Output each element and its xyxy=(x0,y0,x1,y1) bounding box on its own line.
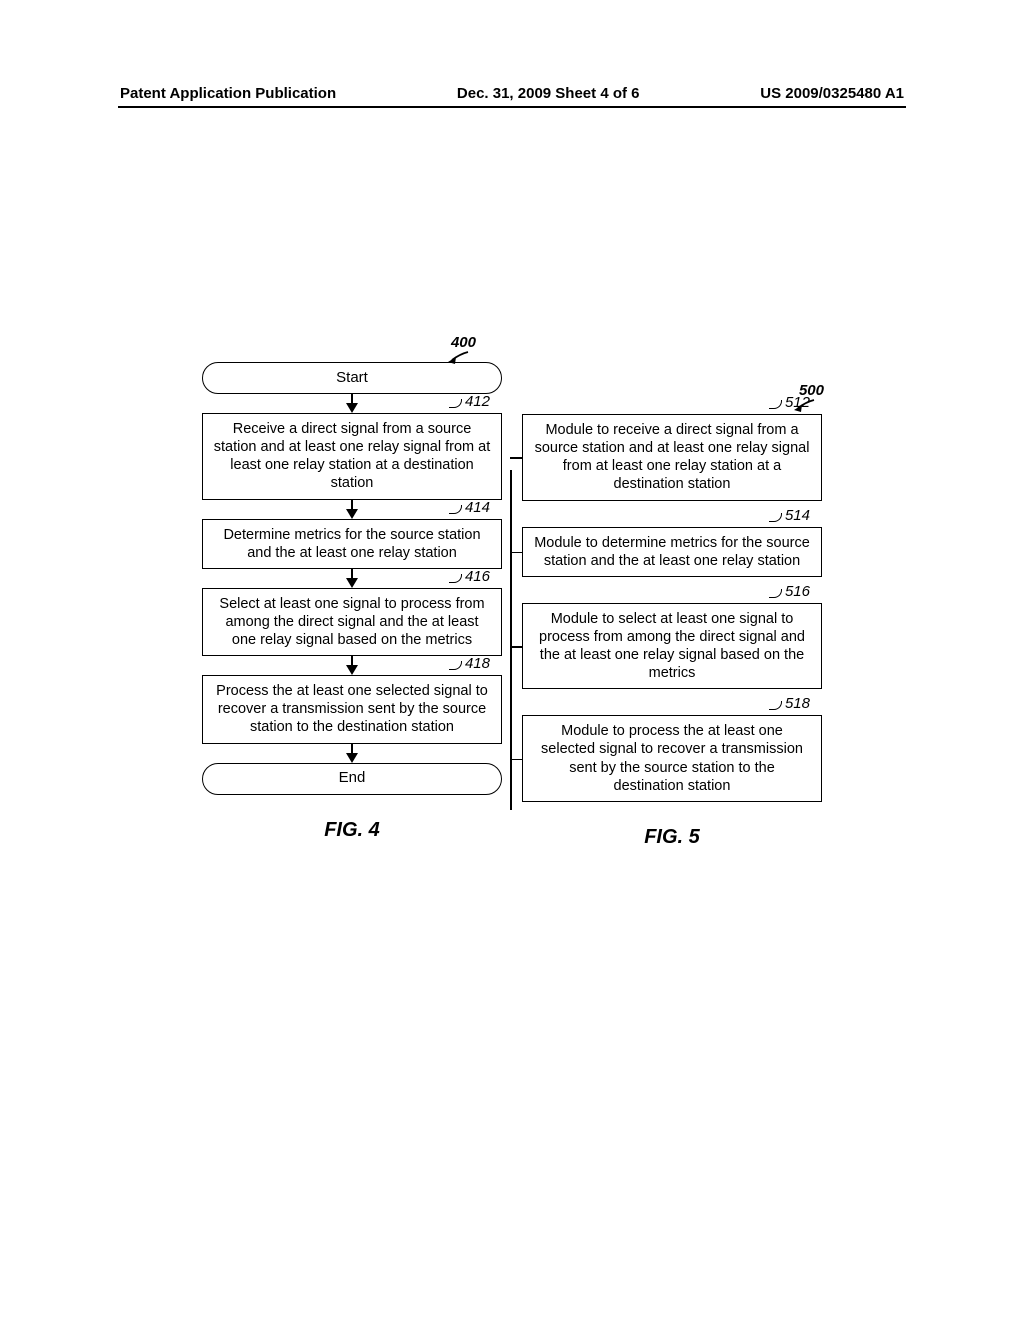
fig4-flowchart: 400 Start 412 Receive a direct signal fr… xyxy=(202,350,502,849)
header-left: Patent Application Publication xyxy=(120,85,336,102)
ref-hook xyxy=(449,574,462,583)
fig5-caption: FIG. 5 xyxy=(522,826,822,849)
fig5-module-514: Module to determine metrics for the sour… xyxy=(522,527,822,577)
fig4-ref-412: 412 xyxy=(465,393,490,410)
fig4-id-arrow xyxy=(448,350,470,364)
fig5-ref-514: 514 xyxy=(785,507,810,524)
arrow-head xyxy=(346,509,358,519)
ref-hook xyxy=(449,399,462,408)
fig4-start: Start xyxy=(202,362,502,394)
connector-stub xyxy=(510,457,522,459)
page-header: Patent Application Publication Dec. 31, … xyxy=(0,85,1024,102)
fig5-blockdiagram: 500 512 Module to receive a direct signa… xyxy=(522,350,822,849)
fig4-ref-416: 416 xyxy=(465,568,490,585)
fig4-ref-414: 414 xyxy=(465,499,490,516)
arrow-head xyxy=(346,665,358,675)
arrow-head xyxy=(346,403,358,413)
connector-stub xyxy=(510,759,522,761)
fig4-end: End xyxy=(202,763,502,795)
fig5-ref-516: 516 xyxy=(785,583,810,600)
arrow-head xyxy=(346,578,358,588)
arrow-head xyxy=(346,753,358,763)
fig4-ref-418: 418 xyxy=(465,655,490,672)
fig5-module-518: Module to process the at least one selec… xyxy=(522,715,822,802)
figures-area: 400 Start 412 Receive a direct signal fr… xyxy=(0,350,1024,849)
header-right: US 2009/0325480 A1 xyxy=(760,85,904,102)
fig4-caption: FIG. 4 xyxy=(202,819,502,842)
fig5-module-516: Module to select at least one signal to … xyxy=(522,603,822,690)
fig5-ref-518: 518 xyxy=(785,695,810,712)
header-rule xyxy=(118,106,906,108)
fig4-step-418: Process the at least one selected signal… xyxy=(202,675,502,743)
fig4-step-416: Select at least one signal to process fr… xyxy=(202,588,502,656)
ref-hook xyxy=(449,505,462,514)
page: Patent Application Publication Dec. 31, … xyxy=(0,0,1024,1320)
fig5-module-512: Module to receive a direct signal from a… xyxy=(522,414,822,501)
fig5-ref-512: 512 xyxy=(785,394,810,411)
connector-stub xyxy=(510,552,522,554)
fig4-step-412: Receive a direct signal from a source st… xyxy=(202,413,502,500)
fig4-step-414: Determine metrics for the source station… xyxy=(202,519,502,569)
fig4-id: 400 xyxy=(451,334,476,351)
header-center: Dec. 31, 2009 Sheet 4 of 6 xyxy=(457,85,640,102)
ref-hook xyxy=(449,661,462,670)
connector-stub xyxy=(510,646,522,648)
